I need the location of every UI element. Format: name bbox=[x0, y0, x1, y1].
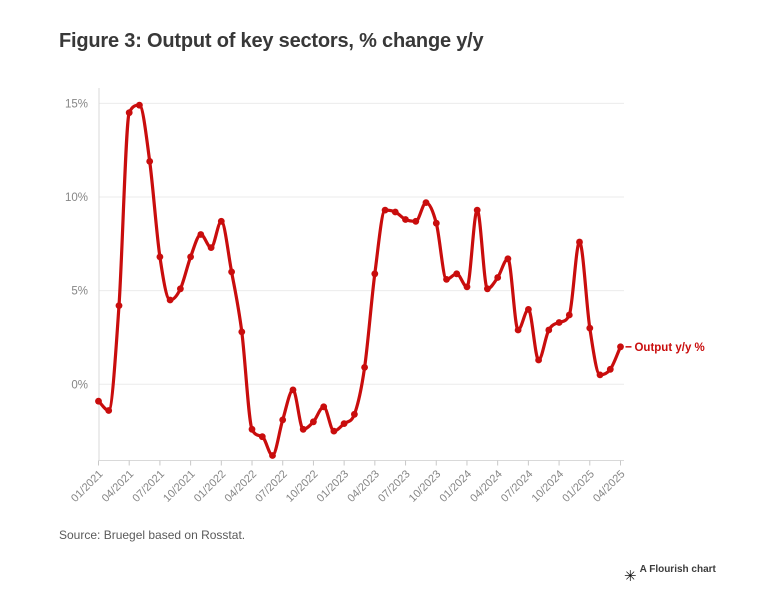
source-note: Source: Bruegel based on Rosstat. bbox=[59, 528, 246, 542]
data-point[interactable] bbox=[340, 420, 348, 427]
data-point[interactable] bbox=[391, 208, 399, 216]
x-axis-tick-label: 01/2023 bbox=[315, 468, 352, 505]
data-point[interactable] bbox=[207, 244, 215, 252]
data-point[interactable] bbox=[238, 328, 246, 336]
flourish-attribution-link[interactable]: ✳ A Flourish chart bbox=[624, 562, 716, 584]
data-point[interactable] bbox=[136, 101, 143, 109]
data-point[interactable] bbox=[330, 427, 338, 435]
line-chart: 0%5%10%15%01/202104/202107/202110/202101… bbox=[65, 88, 705, 505]
data-point[interactable] bbox=[463, 283, 471, 291]
data-point[interactable] bbox=[351, 410, 358, 418]
data-point[interactable] bbox=[545, 326, 553, 334]
data-point[interactable] bbox=[310, 418, 317, 426]
data-point[interactable] bbox=[269, 452, 276, 459]
x-axis-tick-label: 01/2024 bbox=[437, 468, 474, 505]
data-point[interactable] bbox=[606, 365, 614, 373]
data-point[interactable] bbox=[576, 238, 583, 246]
data-point[interactable] bbox=[525, 306, 532, 313]
x-axis-tick-label: 01/2025 bbox=[560, 468, 597, 505]
data-point[interactable] bbox=[289, 386, 297, 394]
x-axis-tick-label: 07/2024 bbox=[499, 468, 536, 505]
y-axis-tick-label: 0% bbox=[71, 379, 88, 391]
x-axis-tick-label: 10/2021 bbox=[161, 468, 198, 505]
data-point[interactable] bbox=[156, 253, 164, 261]
data-point[interactable] bbox=[412, 217, 420, 225]
series-line bbox=[96, 103, 623, 458]
data-point[interactable] bbox=[432, 219, 440, 227]
x-axis-tick-label: 07/2023 bbox=[376, 468, 413, 505]
data-point[interactable] bbox=[95, 397, 102, 405]
data-point[interactable] bbox=[453, 270, 461, 278]
data-point[interactable] bbox=[197, 231, 205, 238]
x-axis-tick-label: 10/2023 bbox=[407, 468, 444, 505]
y-axis-tick-label: 10% bbox=[65, 192, 88, 204]
data-point[interactable] bbox=[402, 216, 409, 223]
data-point[interactable] bbox=[535, 356, 542, 364]
data-point[interactable] bbox=[494, 274, 502, 281]
data-point[interactable] bbox=[565, 311, 573, 319]
data-point[interactable] bbox=[105, 407, 113, 414]
x-axis-tick-label: 10/2024 bbox=[530, 468, 567, 505]
x-axis-tick-label: 04/2024 bbox=[468, 468, 505, 505]
data-point[interactable] bbox=[248, 425, 256, 433]
x-axis-tick-label: 10/2022 bbox=[284, 468, 321, 505]
data-point[interactable] bbox=[443, 276, 450, 283]
data-point[interactable] bbox=[258, 433, 266, 441]
chart-title: Figure 3: Output of key sectors, % chang… bbox=[59, 30, 484, 52]
x-axis-tick-label: 04/2023 bbox=[345, 468, 382, 505]
data-point[interactable] bbox=[422, 199, 430, 207]
flourish-attribution-label: A Flourish chart bbox=[639, 564, 716, 575]
data-point[interactable] bbox=[596, 371, 604, 379]
y-axis-tick-label: 15% bbox=[65, 98, 88, 110]
data-point[interactable] bbox=[279, 416, 287, 424]
x-axis-tick-label: 07/2022 bbox=[253, 468, 290, 505]
data-point[interactable] bbox=[484, 285, 491, 293]
data-point[interactable] bbox=[228, 268, 236, 276]
data-point[interactable] bbox=[146, 158, 154, 165]
x-axis-tick-label: 07/2021 bbox=[130, 468, 167, 505]
data-point[interactable] bbox=[504, 255, 512, 263]
x-axis-tick-label: 01/2021 bbox=[69, 468, 106, 505]
data-point[interactable] bbox=[361, 364, 368, 371]
data-point[interactable] bbox=[586, 324, 594, 332]
y-axis-tick-label: 5% bbox=[71, 286, 88, 298]
data-point[interactable] bbox=[473, 206, 481, 214]
data-point[interactable] bbox=[617, 343, 624, 351]
data-point[interactable] bbox=[555, 319, 563, 326]
data-point[interactable] bbox=[299, 425, 307, 433]
x-axis-tick-label: 04/2021 bbox=[100, 468, 137, 505]
data-point[interactable] bbox=[381, 206, 389, 214]
series-end-label: Output y/y % bbox=[634, 342, 704, 354]
data-point[interactable] bbox=[217, 217, 225, 225]
x-axis-tick-label: 04/2022 bbox=[223, 468, 260, 505]
flourish-asterisk-icon: ✳ bbox=[624, 568, 637, 585]
data-point[interactable] bbox=[166, 296, 174, 304]
data-point[interactable] bbox=[177, 285, 184, 293]
data-point[interactable] bbox=[514, 326, 522, 334]
data-point[interactable] bbox=[371, 270, 379, 278]
data-point[interactable] bbox=[115, 302, 123, 309]
data-point[interactable] bbox=[125, 109, 133, 117]
data-point[interactable] bbox=[187, 253, 195, 261]
data-point[interactable] bbox=[320, 403, 328, 411]
x-axis-tick-label: 04/2025 bbox=[591, 468, 628, 505]
x-axis-tick-label: 01/2022 bbox=[192, 468, 229, 505]
